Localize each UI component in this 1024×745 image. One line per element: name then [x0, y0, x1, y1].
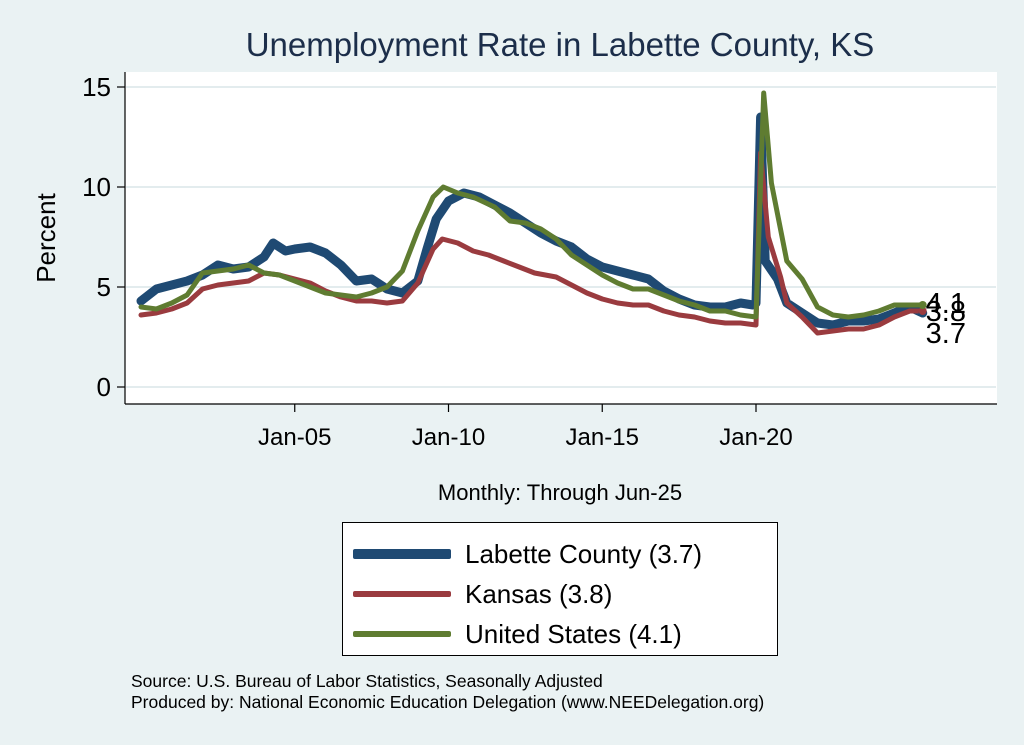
- xtick-label-Jan-20: Jan-20: [719, 424, 792, 451]
- legend-label-kansas: Kansas (3.8): [465, 578, 613, 609]
- gridlines: [126, 86, 996, 388]
- end-label-us: 4.1: [926, 288, 966, 320]
- ytick-label-0: 0: [97, 372, 111, 402]
- legend-item-kansas: Kansas (3.8): [353, 579, 612, 609]
- xtick-label-Jan-05: Jan-05: [258, 424, 331, 451]
- y-axis-title: Percent: [31, 192, 61, 282]
- ytick-label-5: 5: [97, 272, 111, 302]
- end-labels: 3.73.84.1: [918, 288, 966, 350]
- source-note: Source: U.S. Bureau of Labor Statistics,…: [131, 671, 603, 691]
- legend-item-us: United States (4.1): [353, 619, 682, 649]
- xtick-label-Jan-15: Jan-15: [566, 424, 639, 451]
- end-label-labette: 3.7: [926, 318, 966, 350]
- series-line-us: [138, 90, 926, 320]
- legend-swatch-kansas: [353, 591, 451, 597]
- legend: Labette County (3.7) Kansas (3.8) United…: [342, 522, 778, 656]
- ytick-label-10: 10: [82, 172, 111, 202]
- end-marker-kansas: [918, 307, 927, 315]
- chart-title: Unemployment Rate in Labette County, KS: [245, 26, 875, 63]
- end-marker-us: [918, 301, 927, 309]
- legend-label-us: United States (4.1): [465, 618, 682, 649]
- legend-swatch-us: [353, 631, 451, 637]
- legend-swatch-labette: [353, 549, 451, 559]
- legend-label-labette: Labette County (3.7): [465, 538, 703, 569]
- xtick-label-Jan-10: Jan-10: [412, 424, 485, 451]
- source-notes: Source: U.S. Bureau of Labor Statistics,…: [131, 671, 764, 713]
- series-lines: [136, 90, 928, 336]
- axes: 0 5 10 15 Jan-05 Jan-10 Jan-15 Jan-20: [82, 72, 997, 451]
- legend-item-labette: Labette County (3.7): [353, 539, 702, 569]
- chart-subtitle: Monthly: Through Jun-25: [437, 480, 683, 505]
- producer-note: Produced by: National Economic Education…: [131, 692, 765, 712]
- plot-area: [125, 72, 997, 404]
- ytick-label-15: 15: [82, 72, 111, 102]
- end-label-kansas: 3.8: [926, 296, 966, 328]
